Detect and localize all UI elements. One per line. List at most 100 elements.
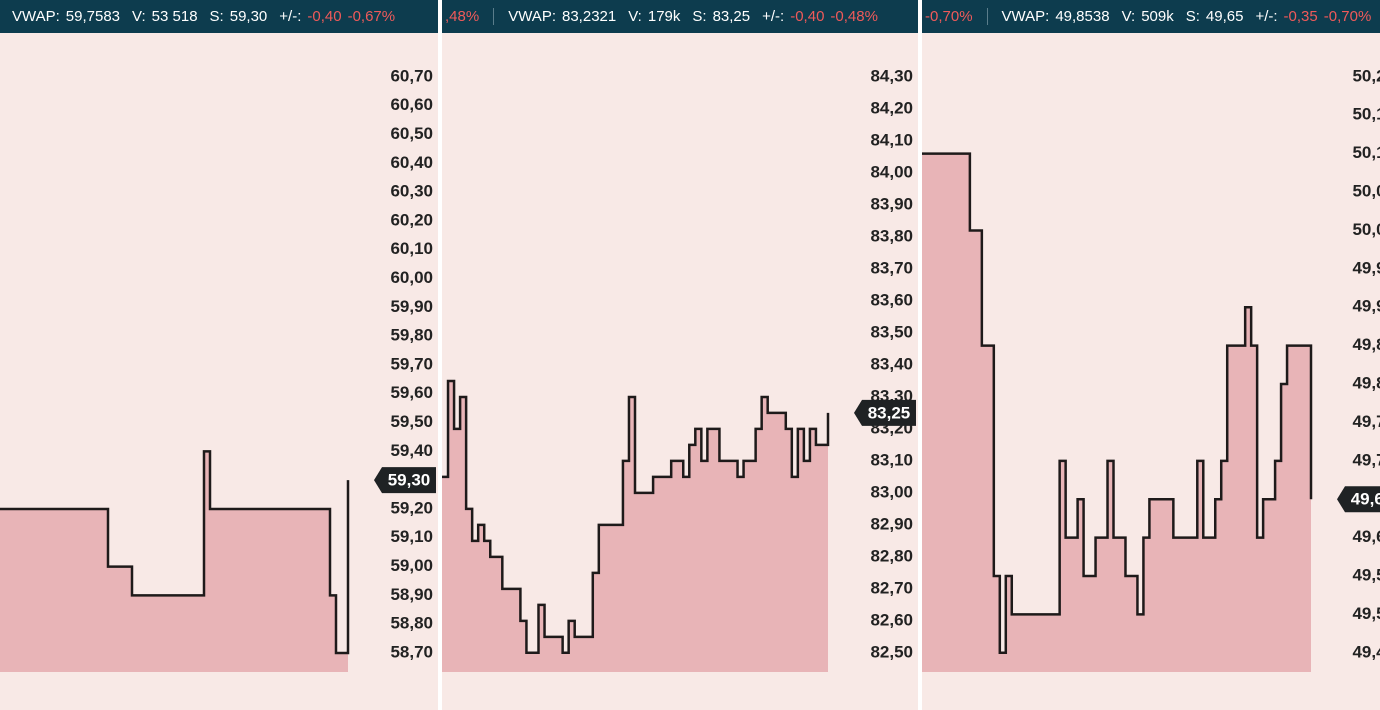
y-tick-label: 50,00 (1352, 220, 1380, 239)
header-value: 49,65 (1205, 8, 1244, 25)
y-tick-label: 84,00 (870, 163, 913, 182)
y-tick-label: 84,20 (870, 99, 913, 118)
y-tick-label: 83,10 (870, 450, 913, 469)
area-fill (442, 380, 828, 672)
y-tick-label: 49,75 (1352, 412, 1380, 431)
y-tick-label: 49,50 (1352, 604, 1380, 623)
header-label: +/-: (1255, 8, 1278, 25)
y-tick-label: 84,10 (870, 131, 913, 150)
header-bar: VWAP: 59,7583 V: 53 518 S: 59,30 +/-: -0,40 -0,6… (0, 0, 438, 33)
header-value: 59,30 (229, 8, 268, 25)
header-bar: ,48% VWAP: 83,2321 V: 179k S: 83,25 +/-: -0,40 -0… (442, 0, 918, 33)
y-tick-label: 58,90 (390, 585, 433, 604)
price-line (442, 379, 830, 655)
header-value: 83,2321 (562, 8, 617, 25)
y-tick-label: 82,70 (870, 578, 913, 597)
y-tick-label: 83,40 (870, 354, 913, 373)
y-tick-label: 60,40 (390, 153, 433, 172)
header-label: VWAP: (1001, 8, 1050, 25)
header-label: +/-: (279, 8, 302, 25)
y-tick-label: 50,10 (1352, 143, 1380, 162)
y-tick-label: 84,30 (870, 67, 913, 86)
header-label: S: (692, 8, 707, 25)
y-tick-label: 82,60 (870, 610, 913, 629)
last-price-label: 49,65 (1351, 490, 1380, 509)
header-value: 83,25 (712, 8, 751, 25)
y-tick-label: 83,70 (870, 258, 913, 277)
chart: 50,20 50,15 50,10 50,05 50,00 49,95 49,90 49,85… (922, 66, 1380, 673)
area-fill (922, 153, 1311, 673)
header-label: S: (1185, 8, 1200, 25)
last-price-label: 83,25 (868, 403, 911, 422)
header-value: -0,67% (347, 8, 396, 25)
header-lead: ,48% (445, 8, 495, 25)
y-tick-label: 83,60 (870, 290, 913, 309)
header-value: 49,8538 (1055, 8, 1110, 25)
y-tick-label: 49,90 (1352, 297, 1380, 316)
y-tick-label: 59,50 (390, 412, 433, 431)
y-tick-label: 82,90 (870, 514, 913, 533)
y-tick-label: 60,30 (390, 182, 433, 201)
y-tick-label: 82,50 (870, 642, 913, 661)
y-tick-label: 59,70 (390, 354, 433, 373)
y-tick-label: 83,00 (870, 482, 913, 501)
y-tick-label: 60,60 (390, 95, 433, 114)
y-tick-label: 50,20 (1352, 66, 1380, 85)
y-tick-label: 50,05 (1352, 182, 1380, 201)
y-tick-label: 49,60 (1352, 527, 1380, 546)
y-tick-label: 49,85 (1352, 335, 1380, 354)
y-tick-label: 50,15 (1352, 105, 1380, 124)
header-label: V: (132, 8, 146, 25)
y-tick-label: 59,40 (390, 441, 433, 460)
header-value: -0,40 (307, 8, 342, 25)
header-bar: -0,70% VWAP: 49,8538 V: 509k S: 49,65 +/-: -0,35… (922, 0, 1380, 33)
y-tick-label: 59,10 (390, 527, 433, 546)
y-tick-label: 58,70 (390, 642, 433, 661)
y-tick-label: 60,70 (390, 66, 433, 85)
chart-panel: VWAP: 59,7583 V: 53 518 S: 59,30 +/-: -0,40 -0,6… (0, 0, 438, 710)
y-tick-label: 60,20 (390, 210, 433, 229)
area-fill (0, 451, 348, 672)
y-tick-label: 83,80 (870, 227, 913, 246)
y-tick-label: 49,45 (1352, 642, 1380, 661)
header-label: V: (628, 8, 642, 25)
y-tick-label: 60,50 (390, 124, 433, 143)
price-line (0, 450, 350, 655)
y-tick-label: 49,95 (1352, 258, 1380, 277)
y-tick-label: 59,60 (390, 383, 433, 402)
last-price-badge (1337, 486, 1380, 513)
header-label: VWAP: (508, 8, 556, 25)
y-tick-label: 49,80 (1352, 374, 1380, 393)
header-value: -0,48% (830, 8, 878, 25)
y-tick-label: 59,80 (390, 326, 433, 345)
header-value: 53 518 (151, 8, 198, 25)
y-tick-label: 59,00 (390, 556, 433, 575)
chart-panel: -0,70% VWAP: 49,8538 V: 509k S: 49,65 +/-: -0,35… (922, 0, 1380, 710)
y-tick-label: 49,70 (1352, 450, 1380, 469)
header-lead: -0,70% (925, 8, 988, 25)
header-value: -0,35 (1283, 8, 1318, 25)
header-value: 509k (1141, 8, 1174, 25)
last-price-badge (374, 467, 436, 494)
chart: 84,30 84,20 84,10 84,00 83,90 83,80 83,70 83,60… (442, 67, 916, 672)
header-label: V: (1121, 8, 1136, 25)
y-tick-label: 83,50 (870, 322, 913, 341)
y-tick-label: 60,00 (390, 268, 433, 287)
header-value: -0,40 (790, 8, 825, 25)
y-tick-label: 59,20 (390, 498, 433, 517)
price-line (922, 152, 1313, 655)
last-price-badge (854, 399, 916, 426)
header-value: 179k (647, 8, 681, 25)
y-tick-label: 49,55 (1352, 565, 1380, 584)
y-tick-label: 58,80 (390, 614, 433, 633)
chart-panel: ,48% VWAP: 83,2321 V: 179k S: 83,25 +/-: -0,40 -0… (442, 0, 918, 710)
header-value: 59,7583 (65, 8, 121, 25)
header-label: VWAP: (12, 8, 60, 25)
y-tick-label: 59,90 (390, 297, 433, 316)
header-label: S: (209, 8, 224, 25)
header-value: -0,70% (1323, 8, 1372, 25)
chart: 60,70 60,60 60,50 60,40 60,30 60,20 60,10 60,00… (0, 66, 436, 672)
header-label: +/-: (762, 8, 785, 25)
y-tick-label: 60,10 (390, 239, 433, 258)
